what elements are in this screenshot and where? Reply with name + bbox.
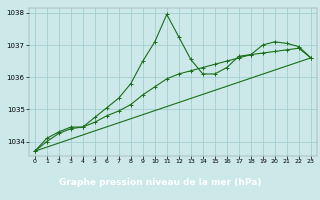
Text: Graphe pression niveau de la mer (hPa): Graphe pression niveau de la mer (hPa) [59, 178, 261, 187]
